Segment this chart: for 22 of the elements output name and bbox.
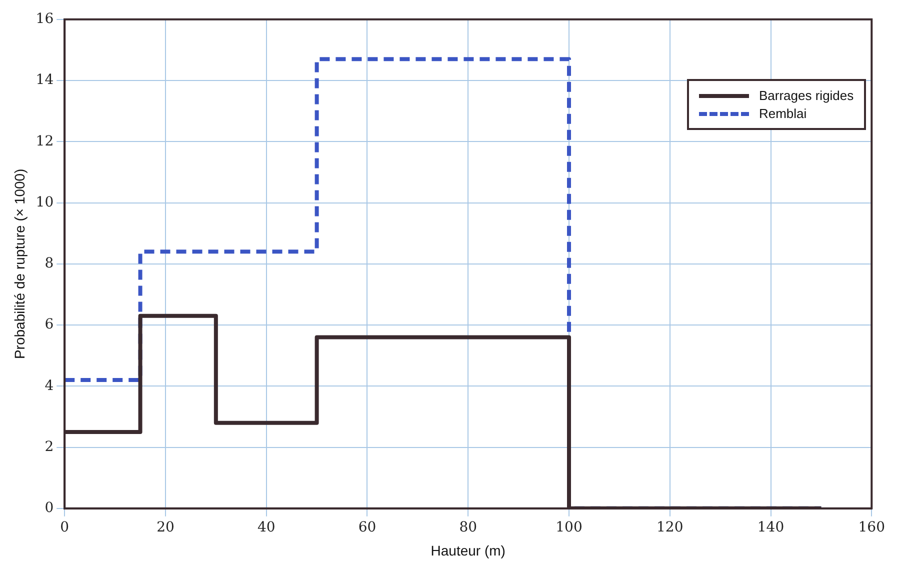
y-tick-label: 14 bbox=[36, 72, 54, 88]
legend-label: Barrages rigides bbox=[758, 88, 854, 104]
x-tick-label: 160 bbox=[858, 519, 886, 536]
x-tick-label: 100 bbox=[556, 519, 582, 536]
legend-label: Remblai bbox=[758, 106, 807, 122]
y-tick-label: 8 bbox=[44, 256, 54, 272]
y-tick-label: 0 bbox=[44, 500, 54, 516]
y-tick-label: 6 bbox=[44, 316, 54, 333]
x-tick-label: 60 bbox=[358, 519, 376, 536]
y-tick-label: 10 bbox=[36, 194, 54, 210]
y-tick-label: 12 bbox=[36, 133, 54, 150]
y-axis-title: Probabilité de rupture (× 1000) bbox=[11, 168, 28, 360]
x-axis-title: Hauteur (m) bbox=[430, 542, 506, 558]
x-tick-label: 20 bbox=[156, 519, 174, 536]
x-tick-label: 0 bbox=[60, 519, 70, 536]
x-tick-label: 80 bbox=[459, 519, 478, 536]
x-tick-label: 40 bbox=[257, 519, 276, 536]
x-tick-label: 140 bbox=[757, 519, 784, 536]
x-tick-label: 120 bbox=[656, 519, 684, 536]
y-tick-label: 4 bbox=[44, 378, 54, 394]
y-tick-label: 16 bbox=[36, 11, 54, 28]
y-tick-label: 2 bbox=[44, 438, 54, 455]
